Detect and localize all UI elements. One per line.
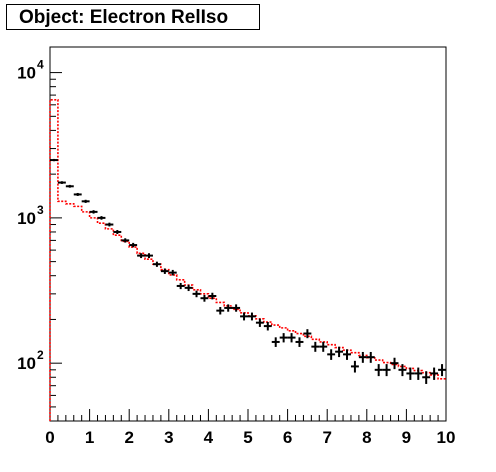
x-tick-label: 1 bbox=[85, 428, 94, 447]
x-tick-label: 6 bbox=[283, 428, 292, 447]
title-box: Object: Electron RelIso bbox=[6, 4, 260, 30]
x-tick-label: 8 bbox=[362, 428, 371, 447]
x-tick-label: 0 bbox=[45, 428, 54, 447]
x-tick-label: 4 bbox=[204, 428, 214, 447]
x-tick-label: 10 bbox=[437, 428, 456, 447]
x-tick-label: 2 bbox=[124, 428, 133, 447]
x-tick-label: 9 bbox=[402, 428, 411, 447]
y-tick-exponent: 2 bbox=[37, 348, 44, 362]
y-tick-exponent: 4 bbox=[37, 58, 44, 72]
y-tick-exponent: 3 bbox=[37, 203, 44, 217]
x-tick-label: 5 bbox=[243, 428, 252, 447]
x-tick-label: 7 bbox=[322, 428, 331, 447]
y-tick-label: 10 bbox=[17, 354, 36, 373]
chart-title: Object: Electron RelIso bbox=[19, 7, 229, 28]
mc-histogram-line bbox=[49, 98, 446, 421]
x-tick-label: 3 bbox=[164, 428, 173, 447]
y-tick-label: 10 bbox=[17, 209, 36, 228]
y-tick-label: 10 bbox=[17, 64, 36, 83]
